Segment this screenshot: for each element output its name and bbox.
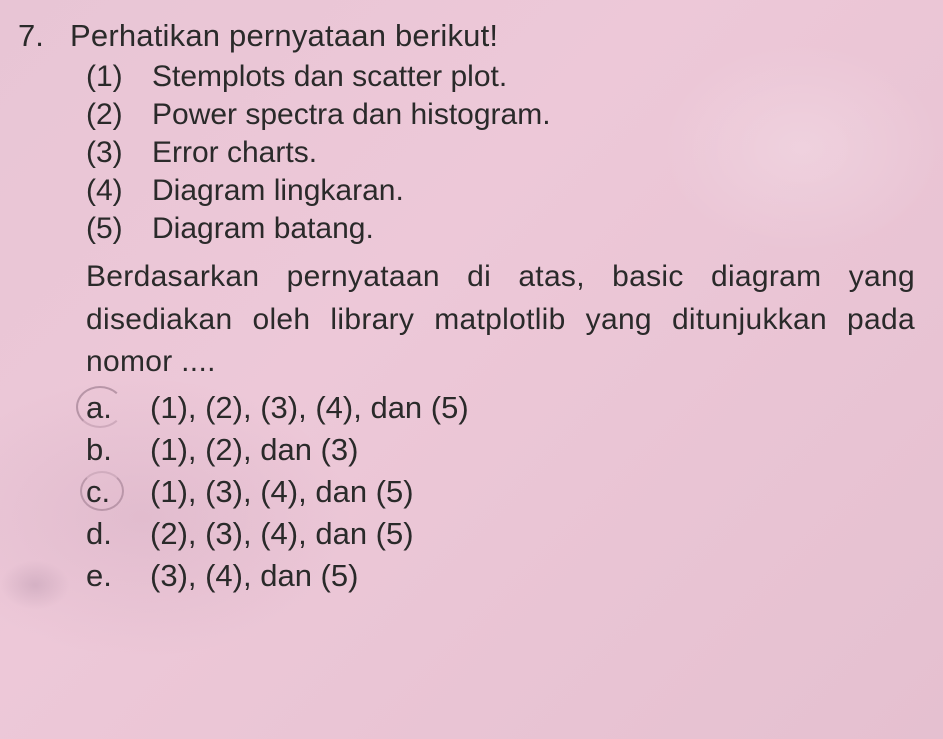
question-header: 7. Perhatikan pernyataan berikut! bbox=[18, 18, 915, 54]
statement-number: (4) bbox=[86, 174, 152, 208]
option-item-c: c. (1), (3), (4), dan (5) bbox=[86, 474, 915, 510]
option-text: (1), (2), dan (3) bbox=[150, 432, 358, 468]
statement-text: Error charts. bbox=[152, 136, 317, 170]
statement-number: (1) bbox=[86, 60, 152, 94]
statement-number: (5) bbox=[86, 212, 152, 246]
question-body-text: Berdasarkan pernyataan di atas, basic di… bbox=[86, 256, 915, 384]
option-letter: d. bbox=[86, 516, 150, 552]
question-body: Berdasarkan pernyataan di atas, basic di… bbox=[86, 256, 915, 384]
statement-number: (3) bbox=[86, 136, 152, 170]
option-letter: b. bbox=[86, 432, 150, 468]
statement-item: (4) Diagram lingkaran. bbox=[86, 174, 915, 208]
option-item-a: a. (1), (2), (3), (4), dan (5) bbox=[86, 390, 915, 426]
question-number: 7. bbox=[18, 18, 70, 54]
statement-item: (2) Power spectra dan histogram. bbox=[86, 98, 915, 132]
option-item-e: e. (3), (4), dan (5) bbox=[86, 558, 915, 594]
option-text: (1), (2), (3), (4), dan (5) bbox=[150, 390, 469, 426]
option-item-b: b. (1), (2), dan (3) bbox=[86, 432, 915, 468]
options-list: a. (1), (2), (3), (4), dan (5) b. (1), (… bbox=[86, 390, 915, 594]
question-title: Perhatikan pernyataan berikut! bbox=[70, 18, 498, 54]
statement-text: Power spectra dan histogram. bbox=[152, 98, 551, 132]
option-text: (2), (3), (4), dan (5) bbox=[150, 516, 414, 552]
statement-text: Diagram lingkaran. bbox=[152, 174, 404, 208]
option-text: (1), (3), (4), dan (5) bbox=[150, 474, 414, 510]
statements-list: (1) Stemplots dan scatter plot. (2) Powe… bbox=[86, 60, 915, 246]
question-block: 7. Perhatikan pernyataan berikut! (1) St… bbox=[18, 18, 915, 594]
statement-item: (3) Error charts. bbox=[86, 136, 915, 170]
option-letter: c. bbox=[86, 474, 150, 510]
statement-text: Stemplots dan scatter plot. bbox=[152, 60, 507, 94]
option-text: (3), (4), dan (5) bbox=[150, 558, 358, 594]
option-item-d: d. (2), (3), (4), dan (5) bbox=[86, 516, 915, 552]
statement-text: Diagram batang. bbox=[152, 212, 374, 246]
option-letter: e. bbox=[86, 558, 150, 594]
statement-item: (1) Stemplots dan scatter plot. bbox=[86, 60, 915, 94]
statement-item: (5) Diagram batang. bbox=[86, 212, 915, 246]
option-letter: a. bbox=[86, 390, 150, 426]
statement-number: (2) bbox=[86, 98, 152, 132]
